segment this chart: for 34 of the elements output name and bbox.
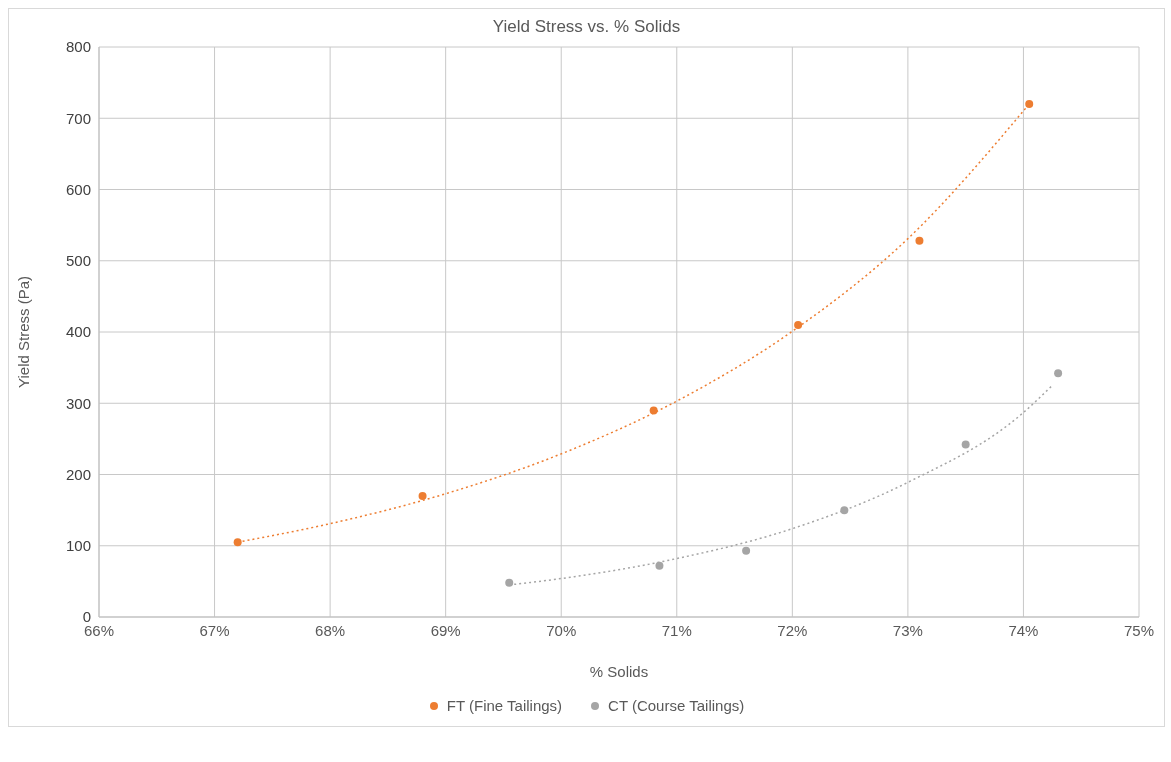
legend-label: FT (Fine Tailings) [445, 697, 563, 714]
legend-label: CT (Course Tailings) [607, 697, 745, 714]
y-tick-label: 700 [65, 109, 91, 127]
y-axis-title: Yield Stress (Pa) [15, 276, 33, 388]
point [742, 546, 751, 555]
x-axis-title: % Solids [589, 663, 649, 680]
y-tick-label: 200 [65, 465, 91, 483]
point [794, 320, 803, 329]
x-tick-label: 68% [315, 621, 346, 639]
y-tick-label: 500 [65, 252, 91, 270]
x-tick-label: 72% [777, 621, 808, 639]
point [961, 440, 970, 449]
x-tick-label: 73% [892, 621, 923, 639]
point [1025, 100, 1034, 108]
x-tick-label: 74% [1008, 621, 1039, 639]
point [1054, 369, 1063, 378]
x-tick-label: 69% [430, 621, 461, 639]
y-tick-label: 800 [65, 38, 91, 56]
point [233, 538, 242, 547]
point [505, 578, 514, 587]
x-tick-label: 71% [661, 621, 692, 639]
point [418, 491, 427, 500]
y-tick-label: 600 [65, 180, 91, 198]
point [840, 506, 849, 515]
y-tick-label: 100 [65, 537, 91, 555]
x-tick-label: 67% [199, 621, 230, 639]
point [655, 561, 664, 570]
point [915, 236, 924, 245]
chart-title: Yield Stress vs. % Solids [491, 16, 682, 37]
y-tick-label: 300 [65, 394, 91, 412]
x-tick-label: 75% [1123, 621, 1155, 639]
y-tick-label: 400 [65, 323, 91, 341]
x-tick-label: 70% [546, 621, 577, 639]
point [649, 406, 658, 415]
